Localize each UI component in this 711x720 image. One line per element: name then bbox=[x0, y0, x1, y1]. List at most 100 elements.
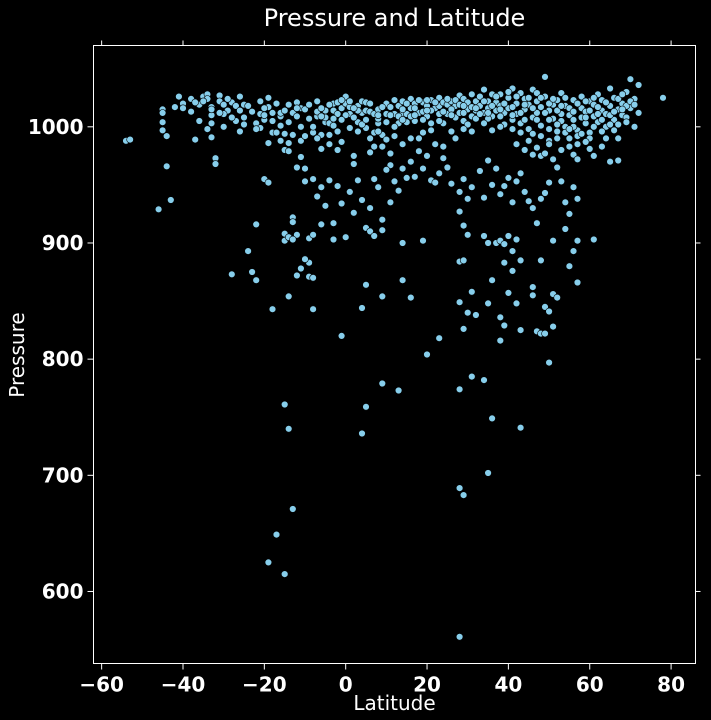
data-point bbox=[215, 109, 224, 117]
data-point bbox=[423, 152, 431, 160]
x-tick-label: 80 bbox=[657, 673, 685, 697]
data-point bbox=[496, 336, 504, 345]
data-point bbox=[537, 121, 545, 130]
data-point bbox=[512, 92, 521, 101]
data-point bbox=[541, 189, 549, 197]
data-point bbox=[321, 202, 330, 210]
x-tick-label: 20 bbox=[413, 673, 441, 697]
data-point bbox=[508, 247, 517, 255]
y-tick-label: 600 bbox=[42, 579, 84, 603]
data-point bbox=[309, 175, 317, 183]
data-point bbox=[236, 92, 244, 101]
data-point bbox=[313, 97, 321, 106]
data-point bbox=[565, 142, 574, 151]
data-point bbox=[407, 95, 415, 103]
data-point bbox=[378, 379, 386, 388]
data-point bbox=[297, 153, 305, 161]
data-point bbox=[195, 117, 204, 125]
data-point bbox=[459, 491, 468, 499]
data-point bbox=[577, 130, 586, 138]
data-point bbox=[573, 278, 582, 287]
data-point bbox=[354, 176, 362, 185]
data-point bbox=[533, 144, 541, 152]
data-point bbox=[333, 110, 342, 118]
data-point bbox=[590, 235, 598, 244]
data-point bbox=[614, 120, 622, 129]
y-axis: 600 700 800 900 1000 bbox=[28, 115, 701, 603]
data-point bbox=[508, 103, 517, 111]
data-point bbox=[577, 92, 586, 101]
data-point bbox=[358, 196, 366, 204]
data-point bbox=[524, 137, 533, 145]
data-point bbox=[390, 96, 399, 104]
data-point bbox=[480, 97, 488, 106]
data-point bbox=[301, 132, 309, 140]
data-point bbox=[472, 114, 480, 123]
data-point bbox=[569, 116, 578, 124]
data-point bbox=[390, 177, 399, 186]
data-point bbox=[488, 126, 496, 135]
data-point bbox=[520, 146, 529, 154]
data-point bbox=[435, 334, 443, 342]
data-point bbox=[537, 256, 545, 265]
data-point bbox=[606, 84, 614, 93]
data-point bbox=[264, 139, 273, 147]
data-point bbox=[533, 116, 541, 124]
data-point bbox=[329, 121, 338, 130]
data-point bbox=[512, 299, 521, 308]
data-point bbox=[500, 240, 508, 248]
data-point bbox=[431, 140, 439, 148]
data-point bbox=[297, 137, 305, 145]
y-tick-label: 700 bbox=[42, 463, 84, 487]
data-point bbox=[512, 177, 521, 186]
data-point bbox=[289, 505, 297, 513]
data-point bbox=[569, 151, 578, 159]
data-point bbox=[398, 239, 407, 247]
data-point bbox=[313, 192, 321, 201]
data-point bbox=[618, 90, 626, 99]
data-point bbox=[297, 123, 305, 131]
data-point bbox=[561, 198, 569, 207]
data-point bbox=[610, 107, 618, 116]
data-point bbox=[541, 73, 549, 81]
data-point bbox=[293, 163, 301, 172]
data-point bbox=[516, 256, 525, 265]
data-point bbox=[614, 134, 622, 143]
data-point bbox=[394, 187, 403, 195]
data-point bbox=[451, 134, 460, 143]
data-point bbox=[464, 195, 472, 203]
data-point bbox=[358, 429, 366, 438]
data-point bbox=[484, 239, 492, 247]
data-point bbox=[163, 132, 171, 140]
data-point bbox=[374, 183, 382, 191]
data-point bbox=[455, 298, 464, 306]
data-point bbox=[545, 116, 553, 124]
data-point bbox=[337, 116, 346, 124]
data-point bbox=[529, 283, 537, 291]
data-point bbox=[443, 163, 452, 172]
data-point bbox=[634, 109, 643, 117]
y-tick-label: 800 bbox=[42, 347, 84, 371]
data-point bbox=[545, 178, 553, 187]
data-point bbox=[350, 104, 358, 112]
data-point bbox=[309, 231, 317, 239]
data-point bbox=[329, 114, 338, 123]
data-point bbox=[464, 120, 472, 129]
data-point bbox=[366, 134, 374, 143]
data-point bbox=[488, 102, 496, 110]
data-point bbox=[569, 247, 578, 255]
data-point bbox=[272, 128, 281, 137]
data-point bbox=[272, 530, 281, 539]
data-point bbox=[581, 138, 590, 146]
data-point bbox=[333, 146, 342, 154]
data-point bbox=[382, 166, 391, 174]
data-point bbox=[281, 130, 289, 138]
data-point bbox=[496, 112, 504, 121]
data-point bbox=[382, 118, 391, 126]
data-point bbox=[346, 97, 354, 106]
data-point bbox=[435, 117, 443, 125]
data-point bbox=[403, 99, 411, 108]
data-point bbox=[581, 113, 590, 122]
data-point bbox=[484, 156, 492, 165]
